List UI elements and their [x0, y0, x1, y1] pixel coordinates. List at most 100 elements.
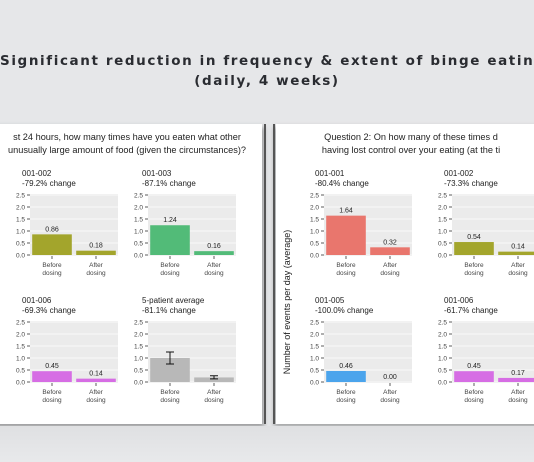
x-category-label: After — [383, 262, 398, 269]
bar-value-label: 0.32 — [383, 239, 397, 246]
y-tick-label: 1.5 — [16, 344, 25, 351]
y-tick-label: 0.0 — [310, 380, 319, 387]
x-category-label: Before — [42, 262, 62, 269]
y-tick-label: 1.0 — [16, 356, 25, 363]
x-category-label: Before — [464, 262, 484, 269]
x-category-label: Before — [160, 262, 180, 269]
bar-before — [326, 215, 366, 255]
y-tick-label: 2.0 — [134, 205, 143, 212]
facet-change-label: -100.0% change — [315, 306, 374, 315]
bar-value-label: 1.64 — [339, 208, 353, 215]
facet-change-label: -69.3% change — [22, 306, 76, 315]
y-tick-label: 0.0 — [134, 380, 143, 387]
panel-right-edge — [273, 124, 275, 424]
y-tick-label: 1.0 — [438, 356, 447, 363]
y-tick-label: 0.5 — [310, 368, 319, 375]
facet-change-label: -80.4% change — [315, 179, 369, 188]
y-tick-label: 0.5 — [16, 368, 25, 375]
y-axis-title: Number of events per day (average) — [282, 230, 292, 375]
y-tick-label: 0.5 — [438, 368, 447, 375]
question-1-line-2: unusually large amount of food (given th… — [8, 145, 246, 155]
bar-after — [194, 377, 234, 382]
facet-id-label: 001-002 — [22, 169, 52, 178]
y-tick-label: 2.5 — [134, 320, 143, 327]
x-category-label: After — [89, 262, 104, 269]
x-category-label: dosing — [42, 397, 62, 404]
bar-before — [454, 371, 494, 382]
x-category-label: dosing — [204, 397, 224, 404]
y-tick-label: 0.5 — [310, 241, 319, 248]
chart-2-svg: Number of events per day (average) 001-00… — [282, 169, 534, 404]
bar-value-label: 0.45 — [467, 363, 481, 370]
bar-value-label: 0.46 — [339, 363, 353, 370]
y-tick-label: 0.5 — [438, 241, 447, 248]
x-category-label: Before — [336, 389, 356, 396]
facet-id-label: 001-001 — [315, 169, 345, 178]
bar-value-label: 1.24 — [163, 217, 177, 224]
question-1-line-1: st 24 hours, how many times have you eat… — [13, 132, 241, 142]
y-tick-label: 2.5 — [438, 320, 447, 327]
x-category-label: dosing — [380, 270, 400, 277]
bar-value-label: 0.18 — [89, 243, 103, 250]
facet-change-label: -79.2% change — [22, 179, 76, 188]
facet-change-label: -61.7% change — [444, 306, 498, 315]
bar-value-label: 0.14 — [511, 244, 525, 251]
chart-1-svg: 001-002-79.2% change 2.5 2.0 1.5 1.0 0.5 0.0 0.… — [16, 169, 236, 404]
y-tick-label: 2.0 — [438, 332, 447, 339]
bar-value-label: 0.54 — [467, 234, 481, 241]
y-tick-label: 0.0 — [438, 380, 447, 387]
y-tick-label: 2.5 — [134, 193, 143, 200]
facet-2-3: 001-005-100.0% change2.52.01.51.00.50.00… — [310, 296, 412, 404]
facet-change-label: -73.3% change — [444, 179, 498, 188]
y-tick-label: 1.5 — [310, 217, 319, 224]
bar-after — [76, 378, 116, 382]
y-tick-label: 2.5 — [438, 193, 447, 200]
y-tick-label: 2.0 — [310, 205, 319, 212]
y-tick-label: 0.0 — [438, 253, 447, 260]
y-tick-label: 2.5 — [310, 320, 319, 327]
facet-2-4: 001-006-61.7% change 2.5 2.0 1.5 1.0 0.5 0.0 0.… — [438, 296, 534, 404]
x-category-label: Before — [160, 389, 180, 396]
bar-before — [150, 225, 190, 255]
bar-after — [498, 251, 534, 255]
x-category-label: dosing — [508, 397, 528, 404]
x-category-label: dosing — [204, 270, 224, 277]
facet-2-2: 001-002-73.3% change 2.5 2.0 1.5 1.0 0.5 0.0 0.… — [438, 169, 534, 277]
x-category-label: dosing — [380, 397, 400, 404]
facet-id-label: 001-002 — [444, 169, 474, 178]
bar-value-label: 0.16 — [207, 243, 221, 250]
y-tick-label: 0.5 — [16, 241, 25, 248]
x-category-label: Before — [42, 389, 62, 396]
x-category-label: dosing — [160, 270, 180, 277]
y-tick-label: 2.0 — [134, 332, 143, 339]
y-tick-label: 0.0 — [16, 253, 25, 260]
bar-value-label: 0.14 — [89, 371, 103, 378]
facet-id-label: 5-patient average — [142, 296, 205, 305]
x-category-label: dosing — [336, 270, 356, 277]
facet-1-2: 001-003-87.1% change 2.5 2.0 1.5 1.0 0.5 0.0 1.… — [134, 169, 236, 277]
floor-reflection — [0, 426, 534, 462]
y-tick-label: 0.5 — [134, 368, 143, 375]
y-tick-label: 1.0 — [310, 356, 319, 363]
y-tick-label: 1.5 — [310, 344, 319, 351]
bar-after — [498, 377, 534, 382]
question-2-line-2: having lost control over your eating (at… — [321, 145, 501, 155]
panel-left-edge — [264, 124, 266, 424]
y-tick-label: 1.5 — [438, 217, 447, 224]
facet-2-1: 001-001-80.4% change 2.5 2.0 1.5 1.0 0.5 0.0 1.… — [310, 169, 412, 277]
x-category-label: dosing — [86, 397, 106, 404]
bar-after — [370, 247, 410, 255]
y-tick-label: 2.0 — [310, 332, 319, 339]
y-tick-label: 2.0 — [16, 332, 25, 339]
y-tick-label: 0.0 — [16, 380, 25, 387]
question-2-line-1: Question 2: On how many of these times d — [324, 132, 498, 142]
x-category-label: Before — [336, 262, 356, 269]
facet-change-label: -87.1% change — [142, 179, 196, 188]
bar-value-label: 0.00 — [383, 374, 397, 381]
chart-panel-left: st 24 hours, how many times have you eat… — [0, 124, 262, 424]
bar-value-label: 0.17 — [511, 370, 525, 377]
y-tick-label: 0.0 — [310, 253, 319, 260]
bar-after — [194, 251, 234, 255]
bar-value-label: 0.86 — [45, 226, 59, 233]
facet-change-label: -81.1% change — [142, 306, 196, 315]
